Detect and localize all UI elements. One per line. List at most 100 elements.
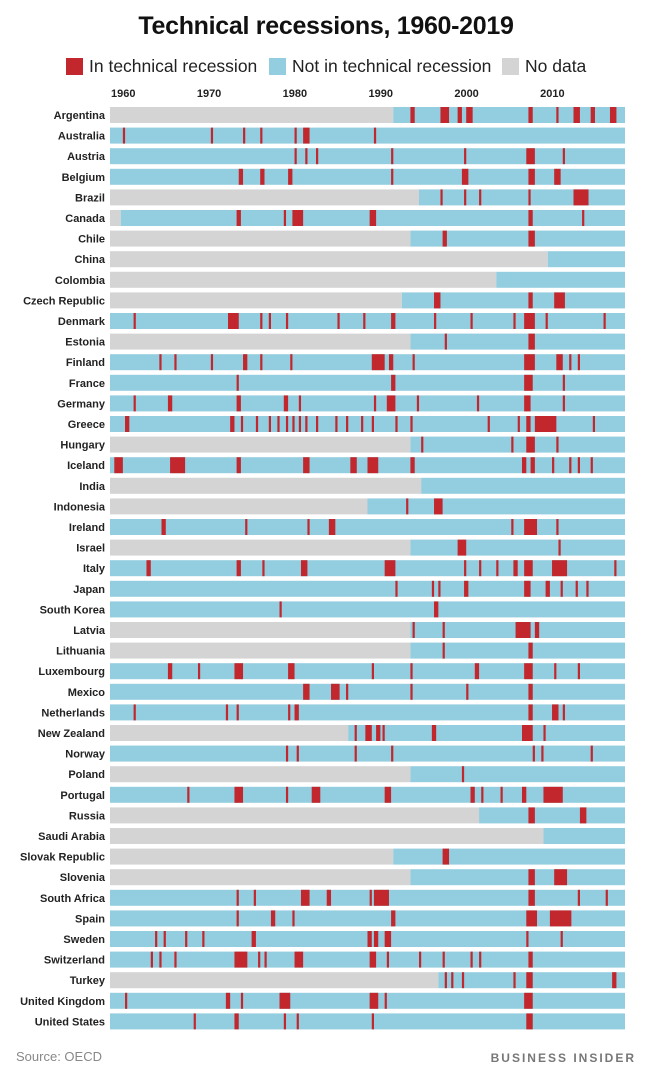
- recession-mark-slovenia-0: [528, 869, 535, 886]
- country-label-estonia: Estonia: [65, 337, 106, 349]
- recession-mark-czech-republic-0: [434, 292, 441, 309]
- recession-mark-turkey-4: [526, 972, 533, 989]
- recession-mark-australia-4: [294, 127, 297, 144]
- legend-swatch-no-recession: [269, 57, 286, 75]
- country-label-china: China: [74, 254, 105, 266]
- recession-mark-south-africa-8: [605, 889, 608, 906]
- recession-mark-austria-2: [316, 148, 319, 165]
- country-label-colombia: Colombia: [55, 275, 106, 287]
- recession-mark-iceland-10: [569, 457, 572, 474]
- recession-mark-czech-republic-2: [554, 292, 565, 309]
- recession-mark-turkey-5: [612, 972, 617, 989]
- no-data-segment-china: [110, 251, 548, 268]
- row-slovenia: Slovenia: [60, 869, 625, 886]
- recession-mark-germany-0: [133, 395, 136, 412]
- recession-mark-austria-6: [562, 148, 565, 165]
- no-data-segment-colombia: [110, 271, 497, 288]
- recession-mark-france-3: [562, 374, 565, 391]
- row-iceland: Iceland: [67, 457, 625, 474]
- row-south-korea: South Korea: [40, 601, 625, 618]
- recession-mark-australia-2: [243, 127, 246, 144]
- recession-mark-iceland-5: [367, 457, 379, 474]
- no-recession-segment-south-africa: [110, 889, 625, 906]
- recession-mark-japan-0: [395, 580, 398, 597]
- no-recession-segment-luxembourg: [110, 663, 625, 680]
- recession-mark-denmark-11: [524, 313, 535, 329]
- row-australia: Australia: [58, 127, 625, 144]
- recession-mark-portugal-2: [285, 786, 289, 803]
- recession-mark-greece-10: [316, 416, 319, 432]
- recession-mark-ireland-4: [511, 519, 514, 535]
- recession-mark-japan-7: [575, 580, 578, 597]
- recession-mark-finland-5: [290, 354, 293, 371]
- no-data-segment-brazil: [110, 189, 419, 206]
- no-recession-segment-colombia: [496, 271, 625, 288]
- recession-mark-germany-7: [416, 395, 420, 412]
- country-label-russia: Russia: [69, 810, 106, 822]
- row-belgium: Belgium: [62, 168, 625, 185]
- row-lithuania: Lithuania: [56, 642, 625, 659]
- row-china: China: [74, 251, 625, 268]
- recession-mark-denmark-9: [470, 313, 473, 329]
- recession-mark-sweden-9: [560, 931, 563, 947]
- no-recession-segment-united-kingdom: [110, 992, 625, 1009]
- recession-mark-latvia-2: [515, 622, 531, 638]
- recession-mark-slovak-republic-0: [442, 848, 450, 865]
- recession-mark-norway-2: [354, 745, 357, 762]
- recession-mark-finland-0: [159, 354, 162, 371]
- recession-mark-luxembourg-2: [234, 663, 244, 680]
- row-brazil: Brazil: [75, 189, 625, 206]
- recession-mark-brazil-3: [528, 189, 531, 206]
- country-label-australia: Australia: [58, 131, 106, 143]
- no-data-segment-israel: [110, 539, 411, 556]
- country-label-united-kingdom: United Kingdom: [20, 996, 105, 1008]
- recession-mark-united-states-2: [283, 1013, 287, 1030]
- recession-mark-greece-15: [395, 416, 398, 432]
- country-label-lithuania: Lithuania: [56, 646, 106, 658]
- recession-mark-denmark-10: [513, 313, 516, 329]
- recession-mark-switzerland-2: [174, 951, 177, 968]
- recession-mark-iceland-6: [410, 457, 415, 474]
- recession-mark-netherlands-5: [528, 704, 533, 721]
- recession-mark-mexico-4: [466, 683, 469, 700]
- row-india: India: [79, 477, 625, 494]
- recession-mark-finland-6: [371, 354, 385, 371]
- recession-mark-united-kingdom-4: [369, 992, 379, 1009]
- row-canada: Canada: [65, 210, 626, 226]
- recession-mark-austria-4: [464, 148, 467, 165]
- row-ireland: Ireland: [69, 519, 625, 535]
- country-label-iceland: Iceland: [67, 460, 105, 472]
- recession-mark-netherlands-3: [288, 704, 291, 721]
- no-recession-segment-italy: [110, 560, 625, 577]
- no-recession-segment-united-states: [110, 1013, 625, 1030]
- recession-mark-finland-3: [243, 354, 248, 371]
- country-label-indonesia: Indonesia: [54, 501, 106, 513]
- recession-mark-poland-0: [461, 766, 465, 783]
- recession-mark-ireland-0: [161, 519, 166, 535]
- recession-mark-ireland-3: [328, 519, 336, 535]
- country-label-slovak-republic: Slovak Republic: [20, 852, 105, 864]
- recession-mark-luxembourg-0: [167, 663, 173, 680]
- x-tick-label-2010: 2010: [540, 88, 564, 100]
- recession-mark-japan-3: [464, 580, 469, 597]
- row-portugal: Portugal: [60, 786, 625, 803]
- recession-mark-iceland-1: [170, 457, 186, 474]
- recession-mark-south-africa-7: [577, 889, 580, 906]
- no-recession-segment-switzerland: [110, 951, 625, 968]
- country-label-brazil: Brazil: [75, 192, 105, 204]
- recession-mark-portugal-8: [522, 786, 527, 803]
- recession-mark-ireland-6: [556, 519, 559, 535]
- recession-mark-latvia-0: [412, 622, 415, 638]
- no-recession-segment-belgium: [110, 168, 625, 185]
- no-recession-segment-china: [547, 251, 625, 268]
- recession-mark-norway-6: [590, 745, 593, 762]
- recession-mark-luxembourg-4: [371, 663, 374, 680]
- recession-mark-denmark-7: [391, 313, 396, 329]
- no-data-segment-turkey: [110, 972, 439, 989]
- no-recession-segment-israel: [410, 539, 625, 556]
- recession-mark-germany-3: [283, 395, 289, 412]
- recession-mark-brazil-2: [479, 189, 482, 206]
- recession-mark-luxembourg-7: [524, 663, 533, 680]
- recession-mark-japan-8: [586, 580, 589, 597]
- recession-mark-belgium-0: [238, 168, 244, 185]
